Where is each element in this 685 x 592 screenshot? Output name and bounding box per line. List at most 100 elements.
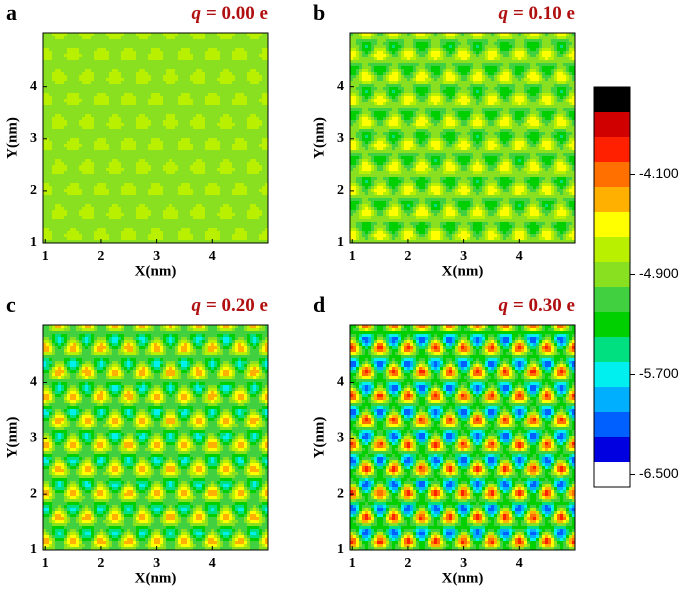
contour-cell (202, 150, 206, 154)
contour-cell (145, 159, 149, 163)
contour-cell (220, 66, 224, 70)
contour-cell (64, 189, 68, 193)
contour-cell (82, 96, 86, 100)
contour-cell (244, 216, 248, 220)
contour-cell (160, 195, 164, 199)
contour-cell (142, 207, 146, 211)
contour-cell (103, 180, 107, 184)
contour-cell (127, 195, 131, 199)
contour-cell (88, 96, 92, 100)
contour-cell (133, 33, 137, 37)
contour-cell (43, 195, 47, 199)
contour-cell (112, 51, 116, 55)
contour-cell (82, 114, 86, 118)
contour-cell (265, 87, 269, 91)
contour-cell (139, 60, 143, 64)
contour-cell (226, 45, 230, 49)
contour-cell (187, 141, 191, 145)
contour-cell (130, 72, 134, 76)
contour-cell (184, 99, 188, 103)
contour-cell (154, 57, 158, 61)
contour-cell (106, 45, 110, 49)
contour-cell (142, 123, 146, 127)
contour-cell (49, 45, 53, 49)
contour-cell (154, 33, 158, 37)
contour-cell (103, 183, 107, 187)
contour-cell (205, 135, 209, 139)
contour-cell (244, 195, 248, 199)
contour-cell (175, 72, 179, 76)
contour-cell (193, 63, 197, 67)
contour-cell (166, 207, 170, 211)
contour-cell (115, 150, 119, 154)
contour-cell (133, 204, 137, 208)
contour-cell (232, 150, 236, 154)
contour-cell (175, 120, 179, 124)
contour-cell (265, 120, 269, 124)
contour-cell (148, 225, 152, 229)
contour-cell (196, 96, 200, 100)
contour-cell (88, 168, 92, 172)
contour-cell (97, 126, 101, 130)
contour-cell (118, 75, 122, 79)
contour-cell (70, 171, 74, 175)
contour-cell (265, 228, 269, 232)
contour-cell (220, 123, 224, 127)
contour-cell (106, 183, 110, 187)
contour-cell (166, 117, 170, 121)
contour-cell (169, 213, 173, 217)
contour-cell (217, 108, 221, 112)
contour-cell (256, 93, 260, 97)
contour-cell (232, 66, 236, 70)
contour-cell (52, 144, 56, 148)
contour-cell (229, 144, 233, 148)
contour-cell (244, 174, 248, 178)
contour-cell (133, 174, 137, 178)
contour-cell (226, 39, 230, 43)
contour-cell (172, 204, 176, 208)
contour-cell (214, 201, 218, 205)
contour-cell (253, 153, 257, 157)
contour-cell (220, 183, 224, 187)
contour-cell (250, 144, 254, 148)
contour-cell (82, 162, 86, 166)
contour-cell (262, 192, 266, 196)
contour-cell (190, 225, 194, 229)
contour-cell (94, 186, 98, 190)
contour-cell (256, 162, 260, 166)
contour-cell (133, 201, 137, 205)
contour-cell (127, 69, 131, 73)
contour-cell (145, 123, 149, 127)
contour-cell (232, 102, 236, 106)
contour-cell (127, 36, 131, 40)
contour-cell (112, 219, 116, 223)
contour-cell (130, 45, 134, 49)
contour-cell (115, 144, 119, 148)
contour-cell (265, 45, 269, 49)
contour-cell (166, 87, 170, 91)
contour-cell (238, 222, 242, 226)
contour-cell (160, 207, 164, 211)
contour-cell (208, 216, 212, 220)
contour-cell (241, 198, 245, 202)
contour-cell (193, 114, 197, 118)
contour-cell (181, 225, 185, 229)
contour-cell (85, 81, 89, 85)
contour-cell (172, 48, 176, 52)
contour-cell (142, 108, 146, 112)
contour-cell (166, 120, 170, 124)
contour-cell (103, 75, 107, 79)
contour-cell (244, 78, 248, 82)
contour-cell (217, 96, 221, 100)
contour-cell (70, 105, 74, 109)
contour-cell (169, 75, 173, 79)
contour-cell (217, 81, 221, 85)
contour-cell (202, 192, 206, 196)
contour-cell (43, 135, 47, 139)
contour-cell (253, 159, 257, 163)
contour-cell (205, 81, 209, 85)
contour-cell (97, 186, 101, 190)
contour-cell (142, 147, 146, 151)
contour-cell (220, 87, 224, 91)
contour-cell (238, 213, 242, 217)
